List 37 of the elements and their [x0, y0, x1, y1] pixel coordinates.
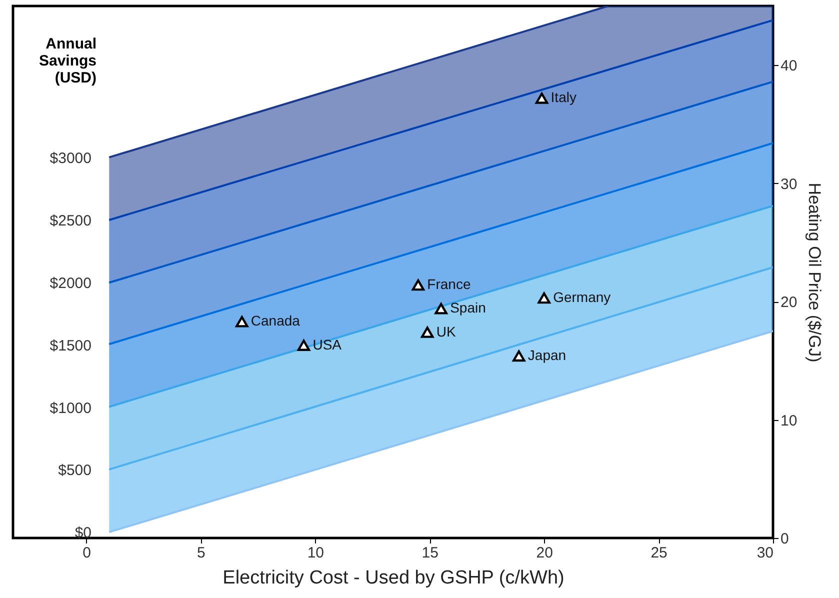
point — [420, 326, 434, 338]
y-tick-label: $1500 — [50, 337, 92, 354]
data-label: USA — [312, 336, 342, 352]
data-label: France — [427, 276, 471, 292]
data-label: Canada — [250, 312, 300, 329]
y-tick-label: $2000 — [50, 274, 92, 292]
y-axis-title: Annual Savings (USD) — [38, 36, 96, 86]
data-label: Italy — [550, 89, 576, 106]
y2-tick-label: 30 — [780, 176, 798, 193]
data-label: Japan — [528, 346, 566, 363]
y2-tick-label: 40 — [780, 58, 798, 75]
x-axis-title: Electricity Cost - Used by GSHP (c/kWh) — [222, 568, 564, 588]
data-label: UK — [436, 323, 456, 340]
point — [236, 316, 248, 328]
y-tick-label: $3000 — [50, 150, 92, 168]
y2-tick-label: 20 — [780, 294, 798, 312]
x-tick-label: 15 — [422, 544, 438, 562]
y2-tick-label: 10 — [780, 412, 798, 430]
y2-tick-label: 0 — [780, 530, 789, 548]
point — [535, 92, 548, 104]
x-tick-label: 0 — [82, 544, 91, 562]
y-tick-label: $2500 — [50, 212, 92, 230]
point — [297, 340, 310, 351]
x-tick-label: 25 — [650, 544, 668, 562]
x-tick-label: 10 — [307, 544, 324, 562]
point — [538, 292, 550, 304]
y2-axis-title: Heating Oil Price ($/GJ) — [805, 182, 824, 362]
point — [434, 303, 448, 314]
point — [412, 279, 425, 291]
data-label: Spain — [450, 300, 486, 316]
x-tick-label: 5 — [197, 544, 206, 562]
y-tick-label: $1000 — [50, 400, 92, 417]
point — [512, 350, 526, 362]
data-label: Germany — [553, 289, 611, 306]
x-tick-label: 20 — [536, 544, 553, 562]
x-tick-label: 30 — [756, 544, 774, 562]
y-tick-label: $500 — [58, 462, 92, 480]
